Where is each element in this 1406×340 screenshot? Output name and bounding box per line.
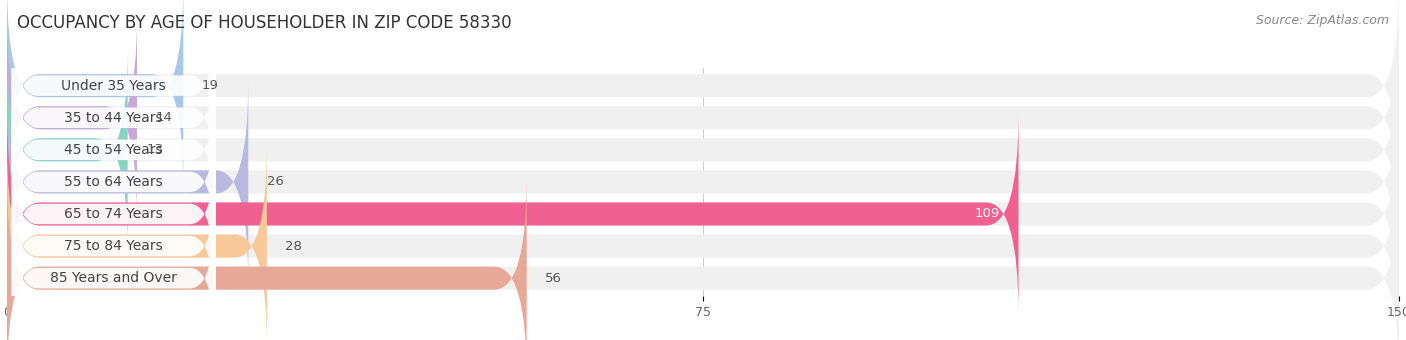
Text: 65 to 74 Years: 65 to 74 Years bbox=[65, 207, 163, 221]
FancyBboxPatch shape bbox=[7, 177, 1399, 340]
FancyBboxPatch shape bbox=[11, 70, 217, 230]
Text: 85 Years and Over: 85 Years and Over bbox=[51, 271, 177, 285]
FancyBboxPatch shape bbox=[7, 17, 1399, 219]
Text: 75 to 84 Years: 75 to 84 Years bbox=[65, 239, 163, 253]
Text: 13: 13 bbox=[146, 143, 163, 156]
FancyBboxPatch shape bbox=[7, 113, 1399, 315]
Text: Under 35 Years: Under 35 Years bbox=[62, 79, 166, 92]
FancyBboxPatch shape bbox=[11, 199, 217, 340]
FancyBboxPatch shape bbox=[11, 6, 217, 165]
Text: 19: 19 bbox=[202, 79, 219, 92]
FancyBboxPatch shape bbox=[11, 102, 217, 261]
FancyBboxPatch shape bbox=[7, 113, 1018, 315]
Text: 14: 14 bbox=[156, 111, 173, 124]
FancyBboxPatch shape bbox=[7, 0, 1399, 186]
FancyBboxPatch shape bbox=[7, 49, 1399, 251]
Text: OCCUPANCY BY AGE OF HOUSEHOLDER IN ZIP CODE 58330: OCCUPANCY BY AGE OF HOUSEHOLDER IN ZIP C… bbox=[17, 14, 512, 32]
Text: 35 to 44 Years: 35 to 44 Years bbox=[65, 111, 163, 125]
Text: 28: 28 bbox=[285, 240, 302, 253]
Text: 109: 109 bbox=[974, 207, 1000, 220]
Text: 45 to 54 Years: 45 to 54 Years bbox=[65, 143, 163, 157]
FancyBboxPatch shape bbox=[7, 145, 1399, 340]
FancyBboxPatch shape bbox=[7, 0, 183, 186]
Text: Source: ZipAtlas.com: Source: ZipAtlas.com bbox=[1256, 14, 1389, 27]
FancyBboxPatch shape bbox=[7, 49, 128, 251]
FancyBboxPatch shape bbox=[7, 177, 527, 340]
FancyBboxPatch shape bbox=[11, 134, 217, 293]
FancyBboxPatch shape bbox=[7, 145, 267, 340]
FancyBboxPatch shape bbox=[11, 167, 217, 326]
FancyBboxPatch shape bbox=[11, 38, 217, 197]
FancyBboxPatch shape bbox=[7, 81, 249, 283]
FancyBboxPatch shape bbox=[7, 17, 136, 219]
Text: 26: 26 bbox=[267, 175, 284, 188]
FancyBboxPatch shape bbox=[7, 81, 1399, 283]
Text: 55 to 64 Years: 55 to 64 Years bbox=[65, 175, 163, 189]
Text: 56: 56 bbox=[546, 272, 562, 285]
